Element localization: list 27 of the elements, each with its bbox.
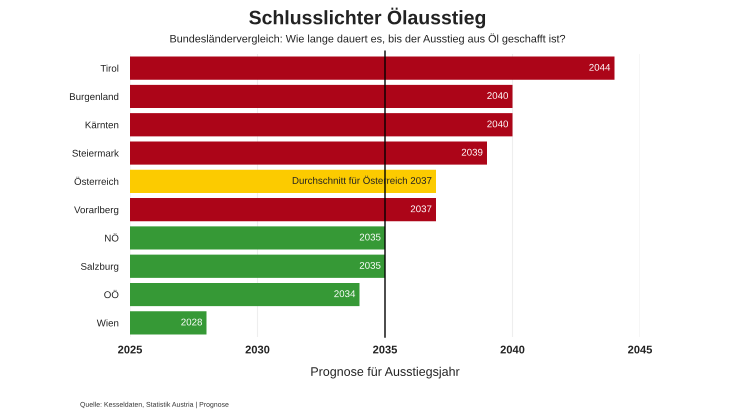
y-tick-label: Burgenland [70,92,118,102]
data-label: 2040 [487,92,508,100]
x-tick-label: 2030 [246,346,270,354]
y-tick-label: Salzburg [80,262,118,272]
x-tick-label: 2045 [628,346,652,354]
y-tick-label: OÖ [104,290,118,298]
data-label: 2028 [181,318,202,326]
x-tick-label: 2040 [500,346,524,354]
y-tick-label: Steiermark [72,150,119,157]
y-tick-label: Wien [96,319,118,326]
y-tick-label: Kärnten [86,122,118,128]
x-axis-title: Prognose für Ausstiegsjahr [311,366,460,378]
x-tick-label: 2035 [373,346,398,354]
data-label: 2035 [360,262,381,269]
y-tick-label: Vorarlberg [74,206,118,216]
data-label: 2040 [487,120,508,128]
chart-title: Schlusslichter Ölausstieg [249,8,486,28]
data-label: 2037 [410,205,432,212]
data-label: 2034 [334,290,356,298]
y-tick-label: NÖ [105,233,118,242]
chart-subtitle: Bundesländervergleich: Wie lange dauert es, bis der Ausstieg aus Öl geschafft ist? [170,33,566,45]
data-label: 2044 [589,64,610,71]
data-label: 2039 [462,148,482,156]
x-tick-label: 2025 [118,346,142,354]
y-tick-label: Österreich [74,176,118,185]
y-tick-label: Tirol [100,64,118,72]
data-label: 2035 [360,234,381,241]
